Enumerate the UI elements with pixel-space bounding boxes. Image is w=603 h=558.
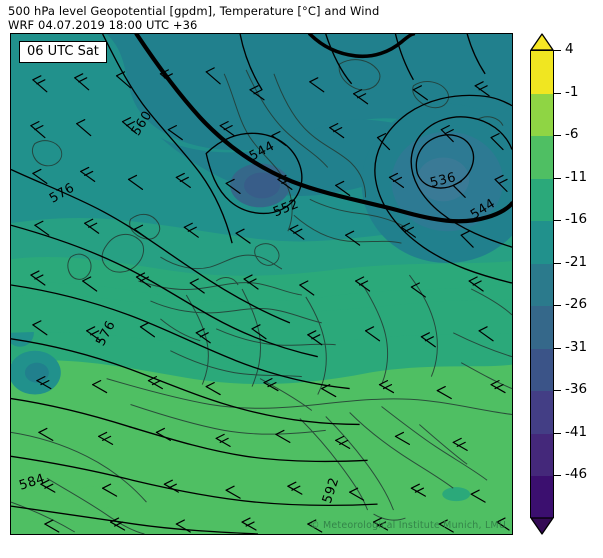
colorbar-tick-group: 4 -1 -6 -11 -16 -21 -26 -31 -36 -41 -46 [554, 33, 598, 535]
colorbar-tick-label: -46 [565, 466, 588, 482]
colorbar-tick-label: -26 [565, 296, 588, 312]
colorbar-band [531, 178, 553, 221]
model-run-subtitle: WRF 04.07.2019 18:00 UTC +36 [8, 18, 198, 32]
figure-title-block: 500 hPa level Geopotential [gpdm], Tempe… [8, 4, 478, 32]
page-title: 500 hPa level Geopotential [gpdm], Tempe… [8, 4, 380, 18]
colorbar[interactable]: 4 -1 -6 -11 -16 -21 -26 -31 -36 -41 -46 [530, 33, 596, 535]
colorbar-tick-mark [554, 177, 561, 179]
colorbar-tick-mark [554, 432, 561, 434]
colorbar-tick-mark [554, 92, 561, 94]
colorbar-gradient [530, 50, 554, 519]
colorbar-tick-label: -16 [565, 211, 588, 227]
map-canvas [11, 34, 512, 534]
colorbar-tick-label: -11 [565, 168, 588, 185]
colorbar-tick-label: -31 [565, 338, 588, 355]
colorbar-band [531, 306, 553, 349]
colorbar-tick-mark [554, 475, 561, 477]
map-panel[interactable]: 560 576 576 584 592 544 552 536 544 06 U… [10, 33, 513, 535]
colorbar-band [531, 348, 553, 391]
copyright-watermark: © Meteorological Institute Munich, LMU [310, 520, 506, 531]
colorbar-band [531, 476, 553, 519]
colorbar-tick-label: -6 [565, 126, 579, 142]
colorbar-under-arrow [530, 517, 554, 535]
colorbar-band [531, 391, 553, 434]
valid-time-badge: 06 UTC Sat [19, 41, 107, 63]
colorbar-band [531, 51, 553, 94]
colorbar-band [531, 263, 553, 306]
colorbar-tick-label: 4 [565, 41, 574, 57]
colorbar-over-arrow [530, 33, 554, 51]
colorbar-tick-mark [554, 220, 561, 222]
colorbar-tick-mark [554, 50, 561, 52]
colorbar-tick-label: -21 [565, 253, 588, 270]
colorbar-tick-mark [554, 305, 561, 307]
colorbar-tick-mark [554, 135, 561, 137]
colorbar-band [531, 136, 553, 179]
colorbar-tick-mark [554, 390, 561, 392]
colorbar-tick-label: -41 [565, 423, 588, 440]
colorbar-band [531, 433, 553, 476]
colorbar-tick-mark [554, 347, 561, 349]
colorbar-tick-label: -1 [565, 83, 579, 100]
colorbar-tick-mark [554, 262, 561, 264]
colorbar-band [531, 93, 553, 136]
colorbar-band [531, 221, 553, 264]
colorbar-tick-label: -36 [565, 381, 588, 397]
